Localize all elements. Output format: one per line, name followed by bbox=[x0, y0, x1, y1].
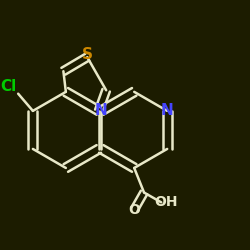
Text: OH: OH bbox=[154, 195, 178, 209]
Text: N: N bbox=[95, 104, 108, 118]
Text: O: O bbox=[128, 203, 140, 217]
Text: N: N bbox=[161, 104, 173, 118]
Text: S: S bbox=[82, 47, 93, 62]
Text: Cl: Cl bbox=[0, 79, 16, 94]
